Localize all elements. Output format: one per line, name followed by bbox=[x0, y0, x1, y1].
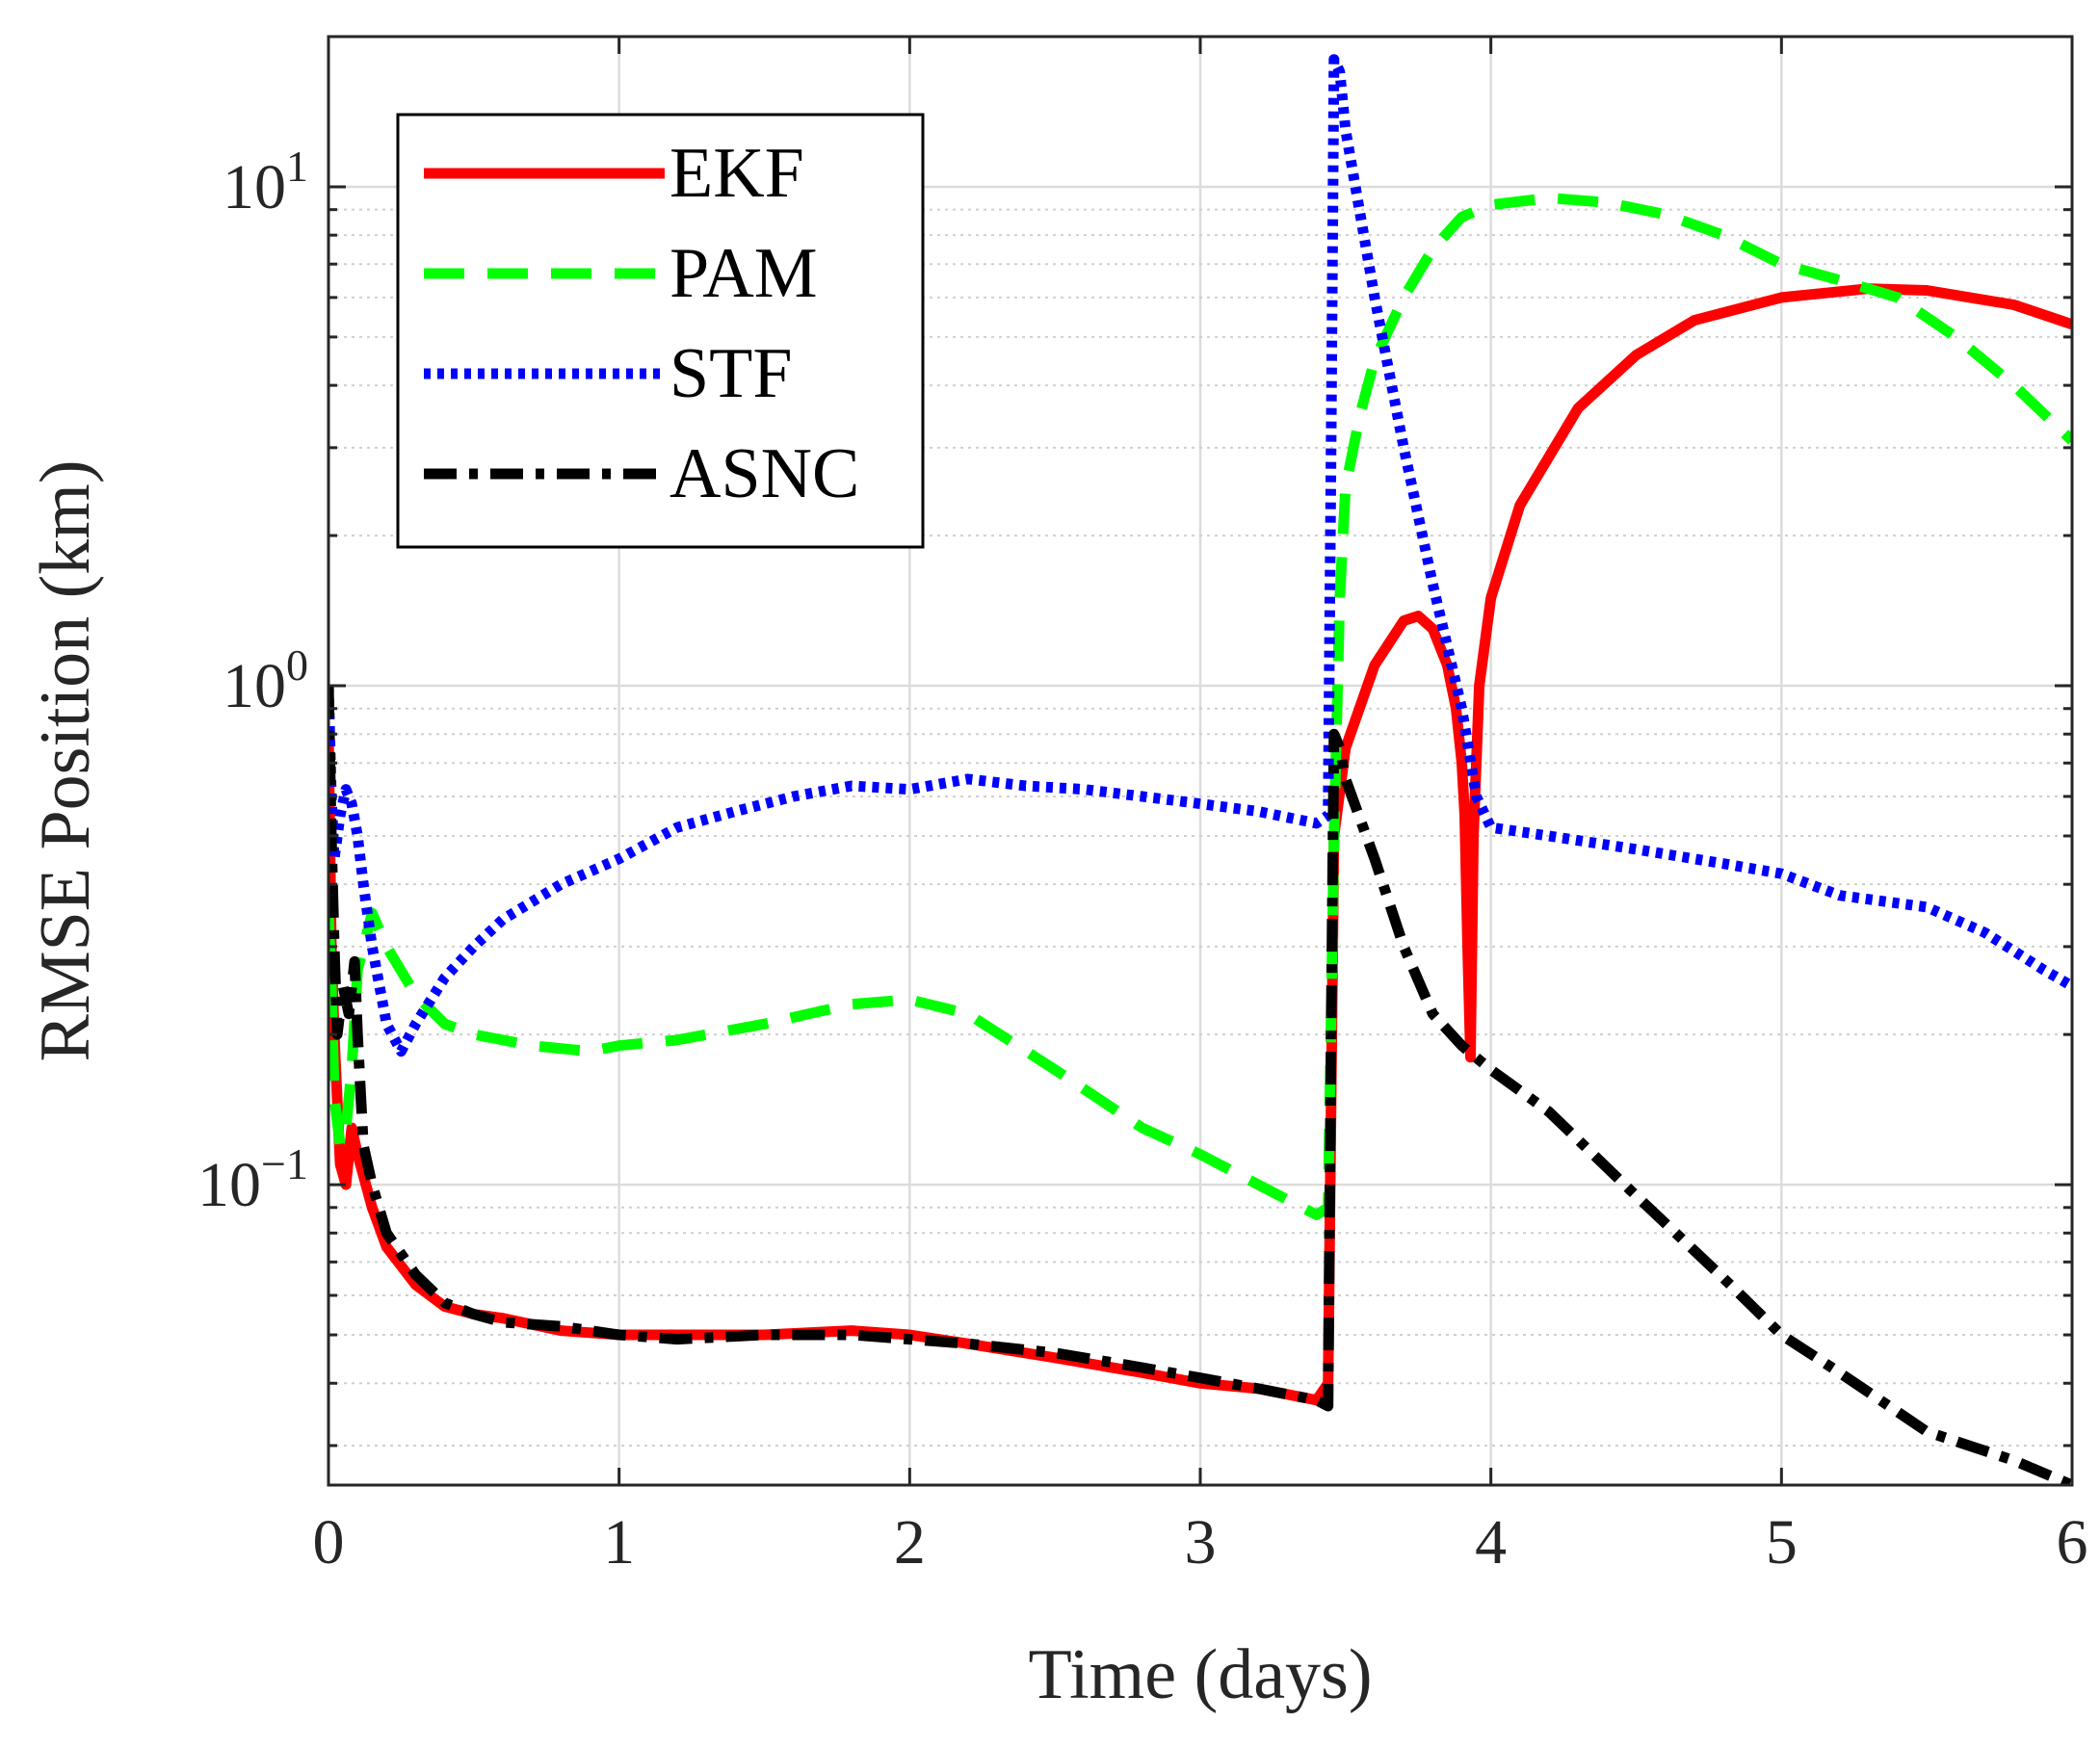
legend-label-asnc: ASNC bbox=[669, 434, 859, 513]
legend-box bbox=[396, 113, 925, 549]
legend-label-stf: STF bbox=[669, 334, 793, 413]
tick-marks bbox=[327, 35, 2074, 1485]
x-tick-label: 6 bbox=[2057, 1507, 2088, 1578]
x-tick-label: 3 bbox=[1185, 1507, 1217, 1578]
series-line-pam bbox=[328, 193, 2072, 1220]
y-tick-label: 10−1 bbox=[197, 1139, 308, 1220]
series-layer bbox=[328, 54, 2072, 1485]
x-tick-label: 1 bbox=[603, 1507, 635, 1578]
x-tick-label: 5 bbox=[1766, 1507, 1798, 1578]
legend-label-ekf: EKF bbox=[669, 134, 804, 213]
x-axis-label: Time (days) bbox=[1029, 1635, 1373, 1714]
x-tick-labels: 0 1 2 3 4 5 6 bbox=[313, 1507, 2088, 1578]
legend: EKF PAM STF ASNC bbox=[396, 113, 925, 549]
y-axis-label: RMSE Position (km) bbox=[26, 460, 105, 1062]
y-tick-label: 100 bbox=[223, 640, 308, 721]
x-tick-label: 2 bbox=[894, 1507, 926, 1578]
series-line-asnc bbox=[328, 685, 2072, 1485]
x-tick-label: 0 bbox=[313, 1507, 345, 1578]
legend-label-pam: PAM bbox=[669, 234, 818, 313]
series-line-ekf bbox=[328, 283, 2072, 1406]
y-tick-label: 101 bbox=[223, 142, 308, 222]
x-tick-label: 4 bbox=[1475, 1507, 1507, 1578]
y-tick-labels: 10−1 100 101 bbox=[197, 142, 308, 1220]
